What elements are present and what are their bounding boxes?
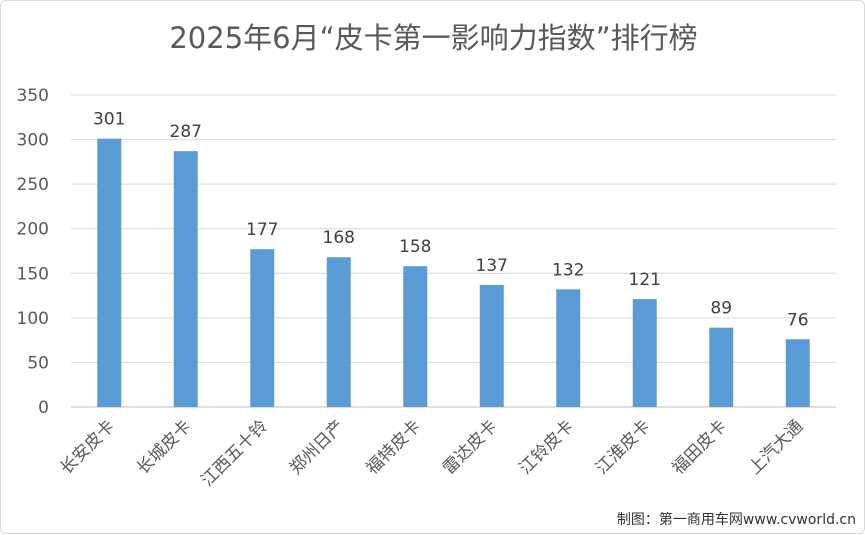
data-label: 168 [323,228,355,248]
x-tick-label: 江淮皮卡 [592,416,654,478]
data-label: 76 [787,310,809,330]
bar [97,138,122,407]
bar [173,151,198,407]
bar [250,249,275,407]
y-tick-label: 250 [17,175,49,195]
x-tick-label: 江铃皮卡 [516,416,578,478]
x-tick-label: 福田皮卡 [669,416,731,478]
x-tick-label: 上汽大通 [745,416,807,478]
x-tick-label: 江西五十铃 [198,416,272,490]
y-tick-label: 300 [17,131,49,151]
y-tick-label: 100 [17,309,49,329]
bar [403,266,428,407]
x-tick-label: 长安皮卡 [57,416,119,478]
y-tick-label: 150 [17,264,49,284]
bar [326,257,351,407]
data-label: 158 [399,237,431,257]
x-tick-label: 福特皮卡 [363,416,425,478]
bar [785,339,810,407]
bar [556,289,581,407]
data-label: 89 [710,299,732,319]
y-tick-label: 0 [38,398,49,418]
y-tick-label: 200 [17,220,49,240]
data-label: 287 [170,122,202,142]
y-tick-label: 350 [17,86,49,106]
data-label: 121 [629,270,661,290]
data-label: 132 [552,260,584,280]
bar [632,299,657,407]
credit-text: 制图：第一商用车网www.cvworld.cn [616,512,856,528]
x-tick-label: 长城皮卡 [133,416,195,478]
data-label: 177 [246,220,278,240]
bar [479,284,504,407]
data-label: 301 [93,110,125,130]
y-tick-label: 50 [27,353,49,373]
x-tick-label: 雷达皮卡 [439,416,501,478]
x-tick-label: 郑州日产 [286,416,348,478]
bar [709,327,734,407]
data-label: 137 [476,256,508,276]
chart-title: 2025年6月“皮卡第一影响力指数”排行榜 [169,21,698,55]
